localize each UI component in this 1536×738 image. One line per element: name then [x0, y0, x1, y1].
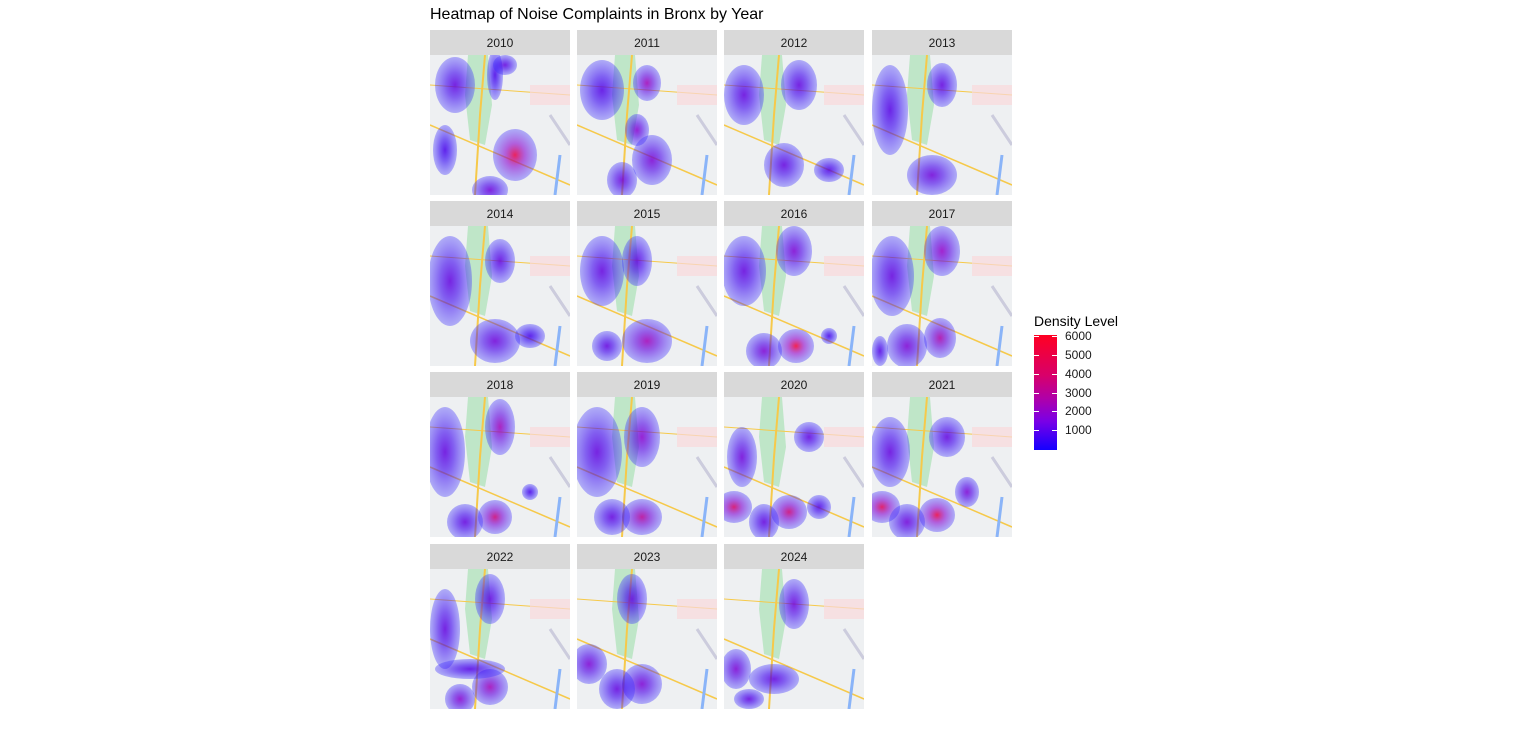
facet-strip-label: 2023 [577, 544, 717, 569]
legend-tick-label: 1000 [1065, 423, 1092, 438]
facet-panel-2023: 2023 [577, 544, 717, 709]
legend-tick-label: 3000 [1065, 385, 1092, 400]
facet-panel-2016: 2016 [724, 201, 864, 366]
facet-panel-2018: 2018 [430, 372, 570, 537]
legend-tick-mark [1034, 373, 1057, 375]
map-tile [430, 397, 570, 537]
legend-tick-mark [1034, 411, 1057, 413]
facet-strip-label: 2012 [724, 30, 864, 55]
facet-panel-2012: 2012 [724, 30, 864, 195]
facet-strip-label: 2022 [430, 544, 570, 569]
legend-tick-label: 2000 [1065, 404, 1092, 419]
facet-strip-label: 2018 [430, 372, 570, 397]
map-tile [872, 55, 1012, 195]
legend-colorbar [1034, 335, 1057, 450]
map-tile [872, 226, 1012, 366]
facet-strip-label: 2021 [872, 372, 1012, 397]
map-tile [577, 397, 717, 537]
facet-strip-label: 2013 [872, 30, 1012, 55]
legend-tick-mark [1034, 430, 1057, 432]
facet-panel-2021: 2021 [872, 372, 1012, 537]
legend-tick-mark [1034, 336, 1057, 337]
facet-strip-label: 2010 [430, 30, 570, 55]
legend-tick-label: 6000 [1065, 329, 1092, 343]
legend-tick-mark [1034, 354, 1057, 356]
map-tile [724, 397, 864, 537]
facet-strip-label: 2017 [872, 201, 1012, 226]
map-tile [577, 55, 717, 195]
map-tile [577, 226, 717, 366]
map-tile [430, 55, 570, 195]
facet-strip-label: 2015 [577, 201, 717, 226]
facet-panel-2011: 2011 [577, 30, 717, 195]
map-tile [872, 397, 1012, 537]
facet-panel-2013: 2013 [872, 30, 1012, 195]
facet-panel-2010: 2010 [430, 30, 570, 195]
facet-panel-2015: 2015 [577, 201, 717, 366]
facet-strip-label: 2014 [430, 201, 570, 226]
chart-title: Heatmap of Noise Complaints in Bronx by … [430, 6, 764, 23]
map-tile [430, 226, 570, 366]
map-tile [724, 569, 864, 709]
legend-tick-label: 4000 [1065, 366, 1092, 381]
facet-strip-label: 2024 [724, 544, 864, 569]
facet-panel-2020: 2020 [724, 372, 864, 537]
facet-panel-2019: 2019 [577, 372, 717, 537]
facet-strip-label: 2019 [577, 372, 717, 397]
map-tile [430, 569, 570, 709]
facet-strip-label: 2011 [577, 30, 717, 55]
legend-tick-mark [1034, 392, 1057, 394]
facet-panel-2022: 2022 [430, 544, 570, 709]
map-tile [724, 55, 864, 195]
map-tile [577, 569, 717, 709]
legend: Density Level 1000 2000 3000 4000 5000 6000 [1034, 313, 1119, 450]
facet-strip-label: 2020 [724, 372, 864, 397]
legend-title: Density Level [1034, 313, 1119, 329]
facet-panel-2014: 2014 [430, 201, 570, 366]
facet-panel-2024: 2024 [724, 544, 864, 709]
facet-panel-2017: 2017 [872, 201, 1012, 366]
legend-tick-label: 5000 [1065, 347, 1092, 362]
facet-strip-label: 2016 [724, 201, 864, 226]
map-tile [724, 226, 864, 366]
